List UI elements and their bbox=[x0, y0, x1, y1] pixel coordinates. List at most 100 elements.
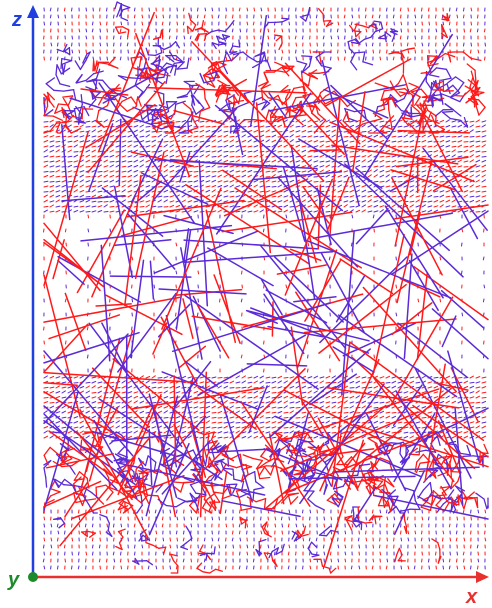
tick-dash bbox=[350, 565, 353, 570]
ordered-dash bbox=[379, 205, 385, 208]
tick-dash bbox=[113, 523, 115, 528]
top-chain bbox=[274, 21, 284, 24]
tick-dash bbox=[71, 35, 73, 40]
tick-dash bbox=[78, 551, 80, 556]
tick-dash bbox=[119, 516, 122, 521]
upper-chain bbox=[55, 121, 68, 124]
tick-dash bbox=[442, 42, 445, 47]
tick-dash bbox=[448, 558, 451, 563]
tick-dash bbox=[302, 537, 305, 542]
ordered-dash bbox=[253, 390, 259, 394]
ordered-dash bbox=[247, 129, 253, 133]
ordered-dash bbox=[235, 422, 241, 424]
tick-dash bbox=[288, 544, 291, 549]
ordered-dash bbox=[91, 125, 97, 128]
ordered-dash bbox=[337, 174, 343, 178]
ordered-dash bbox=[229, 155, 235, 158]
ordered-dash bbox=[241, 170, 247, 173]
lower-chain bbox=[378, 448, 388, 456]
sparse-dash bbox=[153, 284, 155, 289]
tick-dash bbox=[463, 530, 465, 535]
lower-chain bbox=[189, 484, 197, 494]
ordered-dash bbox=[211, 405, 216, 409]
ordered-dash bbox=[115, 190, 121, 193]
tick-dash bbox=[428, 558, 430, 563]
ordered-dash bbox=[277, 431, 283, 434]
ordered-dash bbox=[133, 400, 138, 404]
ordered-dash bbox=[481, 431, 487, 434]
ordered-dash bbox=[277, 396, 283, 399]
ordered-dash bbox=[217, 135, 223, 138]
ordered-dash bbox=[91, 401, 97, 404]
ordered-dash bbox=[313, 190, 319, 193]
ordered-dash bbox=[163, 390, 168, 394]
sparse-dash bbox=[285, 284, 288, 289]
lower-chain bbox=[255, 481, 265, 489]
ordered-dash bbox=[307, 169, 312, 173]
ordered-dash bbox=[475, 190, 481, 193]
ordered-dash bbox=[43, 426, 49, 429]
ordered-dash bbox=[91, 194, 97, 198]
upper-chain bbox=[199, 72, 205, 84]
upper-chain bbox=[204, 98, 211, 109]
ordered-dash bbox=[367, 390, 372, 394]
ordered-dash bbox=[433, 179, 439, 183]
tick-dash bbox=[407, 565, 410, 570]
ordered-dash bbox=[193, 130, 199, 133]
upper-chain bbox=[175, 100, 186, 105]
ordered-dash bbox=[103, 415, 108, 419]
tick-dash bbox=[323, 551, 326, 556]
ordered-dash bbox=[415, 421, 421, 424]
ordered-dash bbox=[475, 155, 481, 158]
upper-chain bbox=[276, 116, 287, 123]
ordered-dash bbox=[265, 139, 270, 143]
tick-dash bbox=[302, 523, 305, 528]
ordered-dash bbox=[421, 417, 427, 419]
tick-dash bbox=[287, 523, 290, 528]
ordered-dash bbox=[325, 119, 330, 123]
tick-dash bbox=[476, 28, 479, 33]
upper-chain bbox=[390, 97, 397, 108]
ordered-dash bbox=[79, 189, 85, 193]
tick-dash bbox=[148, 537, 151, 542]
ordered-dash bbox=[397, 125, 403, 128]
tick-dash bbox=[99, 28, 101, 33]
ordered-dash bbox=[235, 195, 241, 198]
ordered-dash bbox=[79, 124, 84, 128]
ordered-dash bbox=[307, 421, 313, 424]
tick-dash bbox=[267, 14, 270, 19]
ordered-dash bbox=[247, 381, 253, 384]
upper-chain bbox=[430, 81, 433, 94]
lower-chain bbox=[331, 498, 339, 508]
sparse-dash bbox=[307, 368, 309, 373]
upper-chain bbox=[86, 79, 98, 83]
tick-dash bbox=[337, 558, 340, 563]
tick-dash bbox=[106, 7, 108, 12]
sparse-dash bbox=[196, 312, 199, 317]
ordered-dash bbox=[97, 406, 103, 409]
ordered-dash bbox=[259, 435, 264, 439]
ordered-dash bbox=[163, 430, 168, 434]
ordered-dash bbox=[331, 120, 337, 123]
ordered-dash bbox=[199, 411, 205, 414]
ordered-dash bbox=[121, 391, 127, 394]
upper-chain bbox=[398, 91, 410, 95]
upper-chain bbox=[371, 118, 383, 122]
ordered-dash bbox=[49, 129, 54, 133]
ordered-dash bbox=[265, 160, 271, 163]
ordered-dash bbox=[385, 425, 390, 429]
ordered-dash bbox=[385, 421, 391, 424]
tick-dash bbox=[428, 537, 430, 542]
ordered-dash bbox=[337, 190, 343, 193]
ordered-dash bbox=[283, 395, 289, 399]
tick-dash bbox=[400, 28, 402, 33]
tick-dash bbox=[336, 28, 339, 33]
upper-chain bbox=[168, 101, 178, 109]
top-chain bbox=[194, 26, 203, 31]
ordered-dash bbox=[49, 435, 54, 439]
tick-dash bbox=[85, 551, 88, 556]
tick-dash bbox=[287, 551, 290, 556]
ordered-dash bbox=[427, 150, 433, 153]
upper-chain bbox=[457, 81, 465, 92]
ordered-dash bbox=[331, 125, 337, 128]
